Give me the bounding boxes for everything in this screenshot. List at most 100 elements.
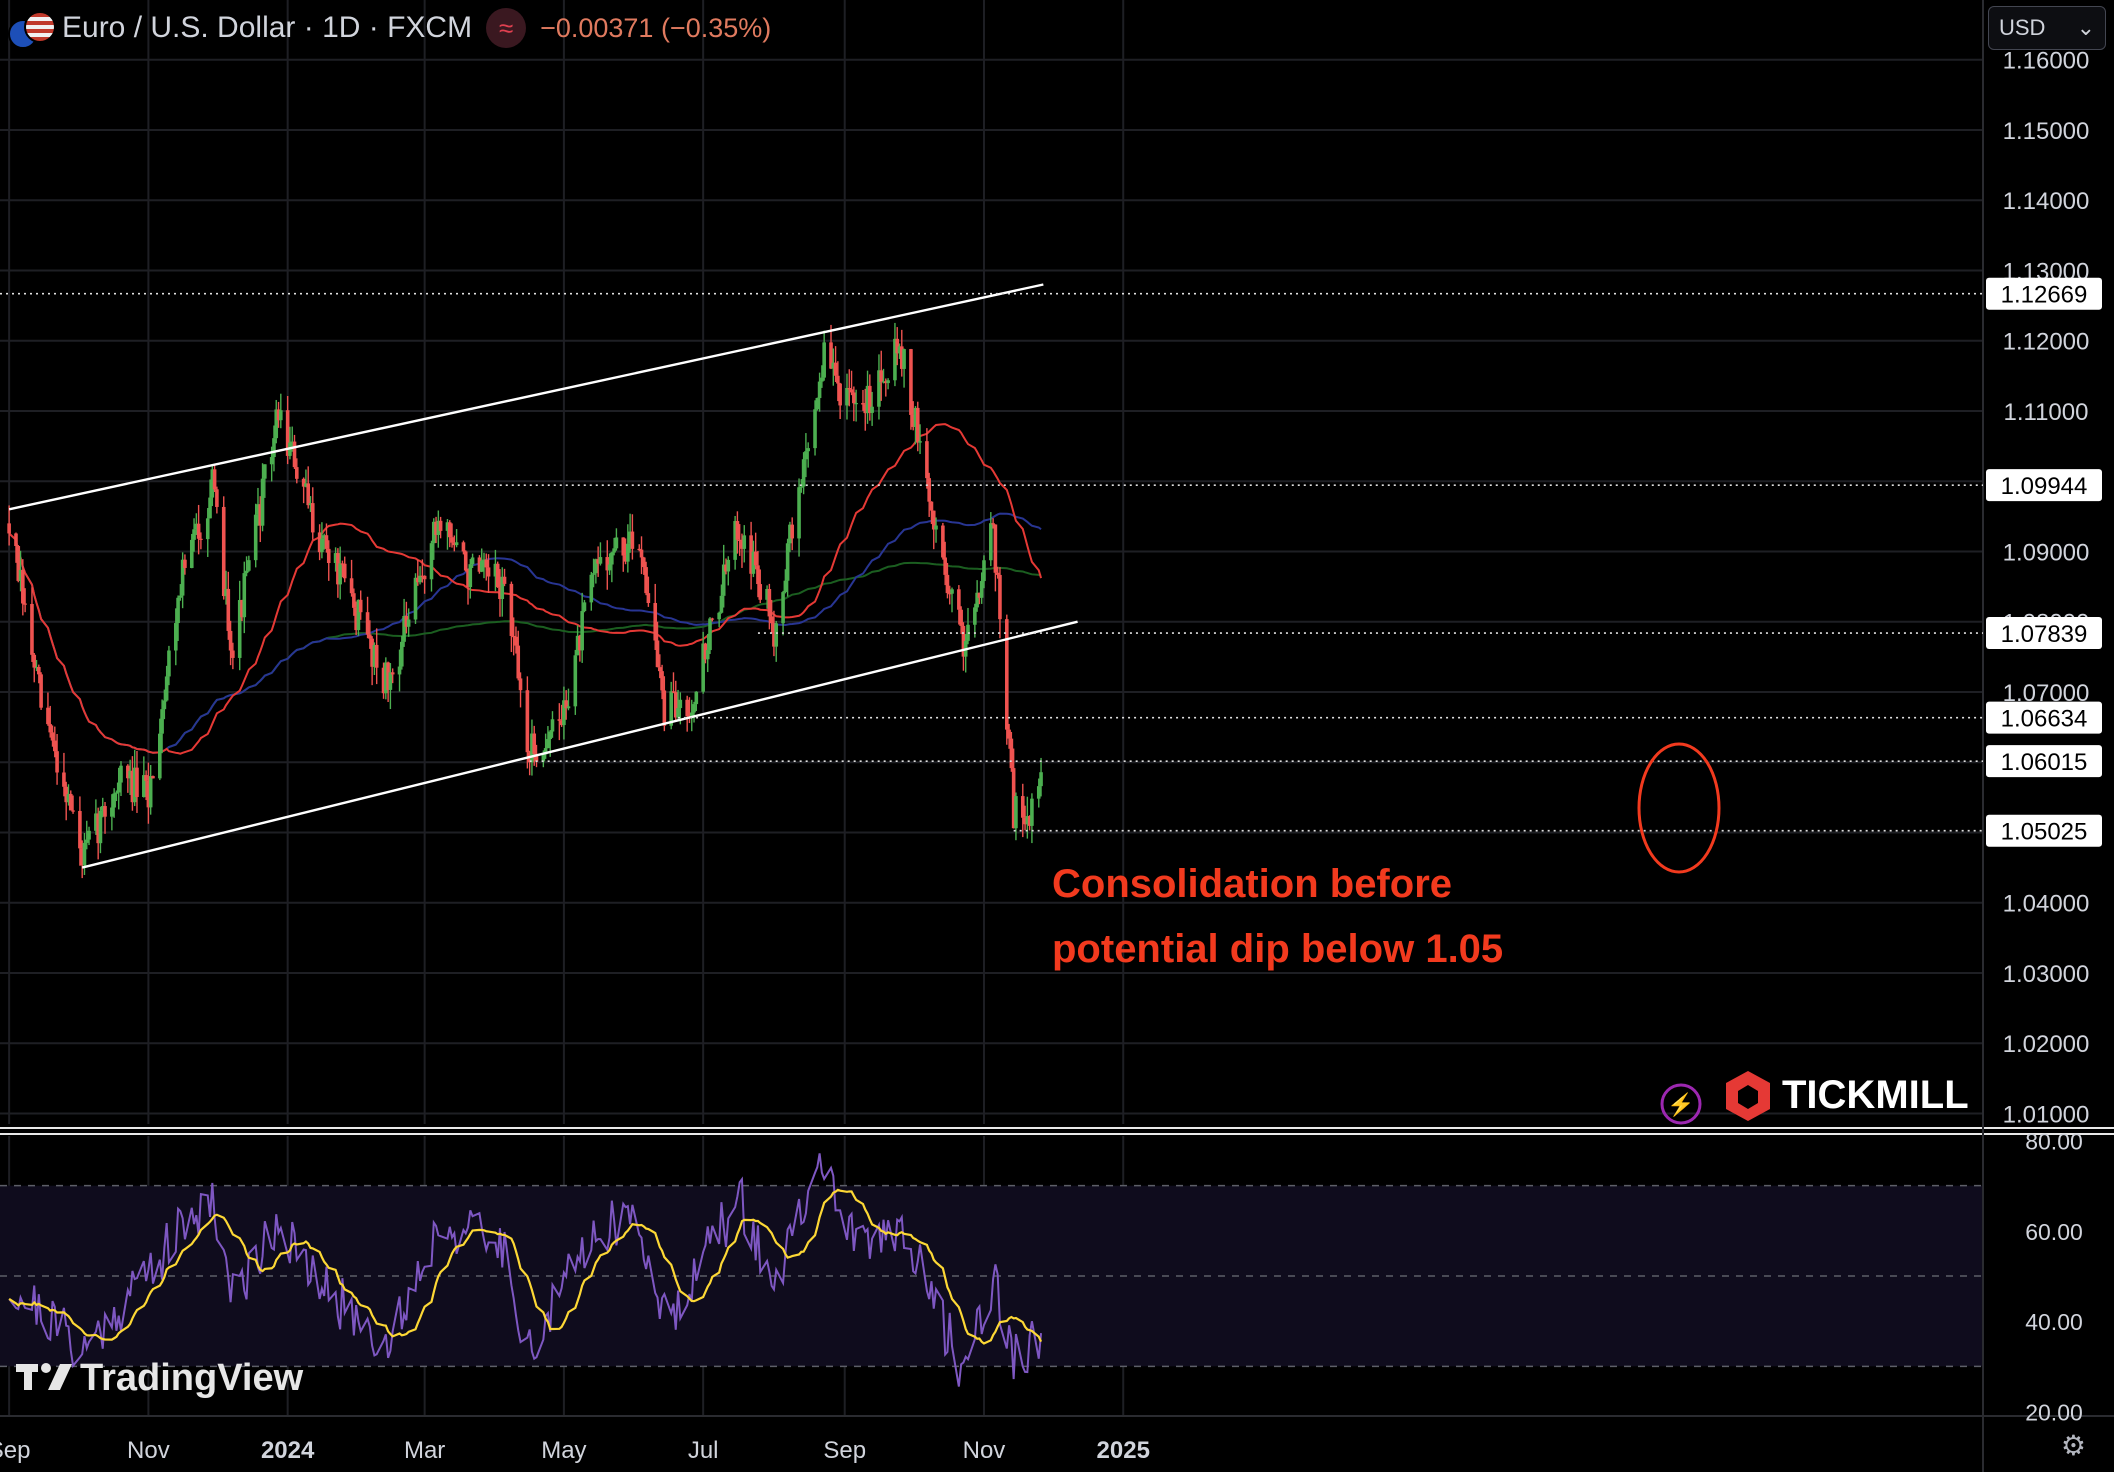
candle-body <box>292 441 297 468</box>
candle-body <box>559 720 564 726</box>
candle-body <box>434 521 438 535</box>
candle-body <box>692 704 696 713</box>
candle-body <box>673 692 678 718</box>
time-tick-label: May <box>541 1437 586 1464</box>
candle-body <box>406 619 411 627</box>
price-label-tag[interactable]: 1.07839 <box>1986 617 2102 650</box>
candle-body <box>626 543 630 562</box>
candle-body <box>253 514 258 561</box>
candle-body <box>566 706 571 709</box>
candle-body <box>929 501 934 511</box>
channel-upper-line[interactable] <box>8 283 1044 511</box>
candle-body <box>418 575 422 583</box>
candle-body <box>669 691 674 726</box>
candle-body <box>852 392 856 404</box>
candle-body <box>995 572 1000 575</box>
candle-body <box>733 521 737 560</box>
candle-body <box>388 672 393 690</box>
wave-icon[interactable]: ≈ <box>486 8 527 48</box>
tickmill-logo-icon <box>1738 1085 1758 1109</box>
time-tick-label: Sep <box>823 1437 866 1464</box>
candle-body <box>308 503 313 506</box>
price-label-tag[interactable]: 1.06634 <box>1986 701 2102 734</box>
candle-body <box>961 625 966 657</box>
candle-body <box>64 786 69 803</box>
candle-body <box>749 535 753 574</box>
candle-body <box>881 381 886 383</box>
candle-body <box>461 542 466 552</box>
candle-body <box>274 409 279 439</box>
candle-body <box>836 375 840 384</box>
candle-body <box>372 644 377 667</box>
candle-body <box>78 811 82 849</box>
candles-group <box>7 322 1043 879</box>
candle-body <box>62 772 66 787</box>
currency-selector[interactable]: USD ⌄ <box>1988 6 2106 50</box>
candle-body <box>959 609 963 626</box>
price-label-tag[interactable]: 1.09944 <box>1986 469 2102 502</box>
candle-body <box>637 548 642 551</box>
price-tick-label: 1.12000 <box>2003 329 2090 356</box>
candle-body <box>381 667 386 694</box>
candle-body <box>404 615 409 627</box>
candle-body <box>934 525 938 530</box>
candle-body <box>52 740 57 752</box>
candle-body <box>260 478 265 526</box>
lightning-icon[interactable]: ⚡ <box>1660 1083 1702 1125</box>
candle-body <box>676 708 680 718</box>
candle-body <box>151 776 155 779</box>
time-tick-label: Mar <box>404 1437 445 1464</box>
price-label-tag[interactable]: 1.06015 <box>1986 745 2102 778</box>
candle-body <box>653 603 658 641</box>
candle-body <box>719 595 724 613</box>
candle-body <box>589 574 594 603</box>
price-tick-label: 1.03000 <box>2003 961 2090 988</box>
candle-body <box>1020 796 1025 818</box>
candle-body <box>804 451 808 460</box>
candle-body <box>479 560 484 572</box>
candle-body <box>84 839 89 843</box>
candle-body <box>215 489 219 507</box>
candle-body <box>799 486 804 488</box>
price-label-tag[interactable]: 1.12669 <box>1986 277 2102 310</box>
candle-body <box>142 775 146 797</box>
candle-body <box>801 459 806 487</box>
candle-body <box>130 770 135 803</box>
gear-icon[interactable]: ⚙ <box>2060 1430 2086 1461</box>
time-tick-label: 2025 <box>1097 1437 1150 1464</box>
channel-lower-line[interactable] <box>81 620 1078 869</box>
candle-body <box>80 848 84 866</box>
candle-body <box>854 403 858 405</box>
candle-body <box>644 567 648 594</box>
candle-body <box>671 691 676 693</box>
candle-body <box>689 712 694 719</box>
candle-body <box>724 564 728 572</box>
candle-body <box>498 587 502 599</box>
candle-body <box>1025 816 1030 825</box>
candle-body <box>320 538 324 553</box>
candle-body <box>16 546 21 581</box>
candle-body <box>989 523 993 561</box>
candle-body <box>685 699 689 717</box>
candle-body <box>541 754 546 762</box>
candle-body <box>863 404 868 414</box>
candle-body <box>957 589 961 610</box>
candle-body <box>783 580 788 593</box>
candle-body <box>945 574 950 594</box>
symbol-title[interactable]: Euro / U.S. Dollar · 1D · FXCM <box>62 11 473 44</box>
candle-body <box>710 618 715 620</box>
time-tick-label: Nov <box>127 1437 170 1464</box>
price-label-tag[interactable]: 1.05025 <box>1986 814 2102 847</box>
candle-body <box>306 483 311 506</box>
candle-body <box>532 733 537 754</box>
candle-body <box>94 813 98 831</box>
candle-body <box>806 448 810 452</box>
candle-body <box>310 503 315 533</box>
candle-body <box>126 765 130 779</box>
candle-body <box>415 577 420 583</box>
price-label-text: 1.05025 <box>2001 819 2088 846</box>
candle-body <box>947 593 952 595</box>
candle-body <box>977 592 982 598</box>
candle-body <box>735 521 740 540</box>
